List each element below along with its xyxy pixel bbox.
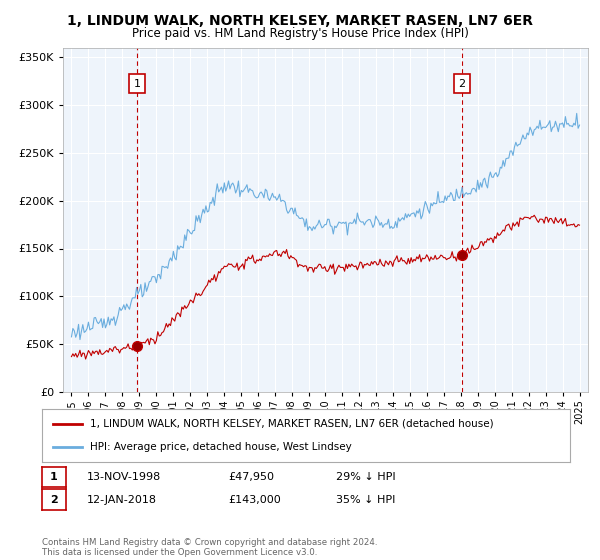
Text: 1, LINDUM WALK, NORTH KELSEY, MARKET RASEN, LN7 6ER (detached house): 1, LINDUM WALK, NORTH KELSEY, MARKET RAS…: [89, 419, 493, 429]
Text: 12-JAN-2018: 12-JAN-2018: [87, 494, 157, 505]
Text: Contains HM Land Registry data © Crown copyright and database right 2024.
This d: Contains HM Land Registry data © Crown c…: [42, 538, 377, 557]
Text: 2: 2: [50, 494, 58, 505]
Text: Price paid vs. HM Land Registry's House Price Index (HPI): Price paid vs. HM Land Registry's House …: [131, 27, 469, 40]
Text: 13-NOV-1998: 13-NOV-1998: [87, 472, 161, 482]
Text: 35% ↓ HPI: 35% ↓ HPI: [336, 494, 395, 505]
Text: 29% ↓ HPI: 29% ↓ HPI: [336, 472, 395, 482]
Text: 1: 1: [50, 472, 58, 482]
Text: £143,000: £143,000: [228, 494, 281, 505]
Text: 2: 2: [458, 79, 465, 89]
Text: £47,950: £47,950: [228, 472, 274, 482]
Text: 1, LINDUM WALK, NORTH KELSEY, MARKET RASEN, LN7 6ER: 1, LINDUM WALK, NORTH KELSEY, MARKET RAS…: [67, 14, 533, 28]
Text: HPI: Average price, detached house, West Lindsey: HPI: Average price, detached house, West…: [89, 442, 351, 452]
Text: 1: 1: [134, 79, 140, 89]
